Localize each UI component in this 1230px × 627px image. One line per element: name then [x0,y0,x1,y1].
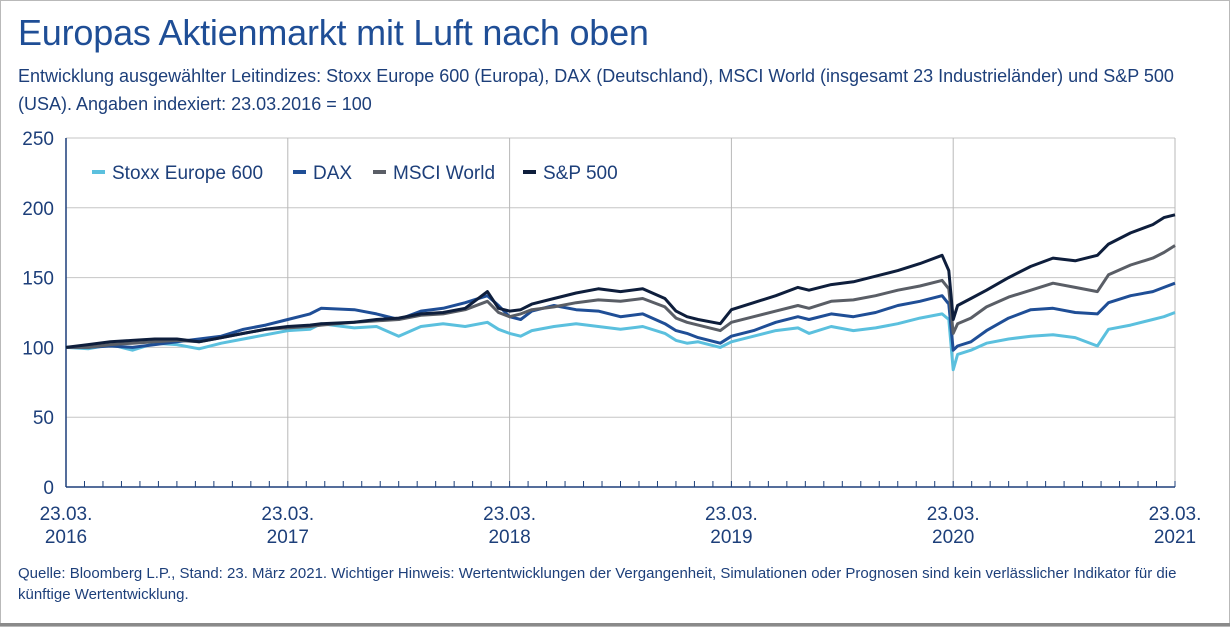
x-tick-label-day: 23.03. [705,504,758,525]
y-tick-label: 250 [22,129,54,150]
x-tick-label-year: 2019 [710,527,752,548]
x-tick-label-year: 2021 [1154,527,1196,548]
source-note: Quelle: Bloomberg L.P., Stand: 23. März … [18,565,1177,603]
x-tick-label-day: 23.03. [1149,504,1202,525]
y-tick-label: 200 [22,199,54,220]
y-tick-label: 50 [33,408,54,429]
y-tick-label: 150 [22,269,54,290]
legend-label: S&P 500 [543,163,618,184]
x-tick-label-day: 23.03. [40,504,93,525]
chart-subtitle: Entwicklung ausgewählter Leitindizes: St… [18,66,1174,114]
legend-label: MSCI World [393,163,495,184]
bottom-rule [0,623,1230,626]
series-line-3 [65,213,1176,349]
grid [65,137,1176,487]
x-tick-label-year: 2017 [267,527,309,548]
x-tick-label-year: 2018 [488,527,530,548]
line-chart: 05010015020025023.03.201623.03.201723.03… [22,129,1201,548]
y-tick-label: 0 [43,478,54,499]
x-tick-label-day: 23.03. [927,504,980,525]
legend: Stoxx Europe 600 DAX MSCI World S&P 500 [92,163,618,184]
chart-title: Europas Aktienmarkt mit Luft nach oben [18,12,649,53]
x-tick-label-year: 2020 [932,527,974,548]
series-line-0 [65,311,1176,372]
legend-label: DAX [313,163,352,184]
axes: 05010015020025023.03.201623.03.201723.03… [22,129,1201,548]
series-line-1 [66,281,1176,352]
x-tick-label-day: 23.03. [483,504,536,525]
legend-label: Stoxx Europe 600 [112,163,263,184]
series-lines [65,213,1176,372]
x-tick-label-year: 2016 [45,527,87,548]
x-tick-label-day: 23.03. [261,504,314,525]
y-tick-label: 100 [22,338,54,359]
